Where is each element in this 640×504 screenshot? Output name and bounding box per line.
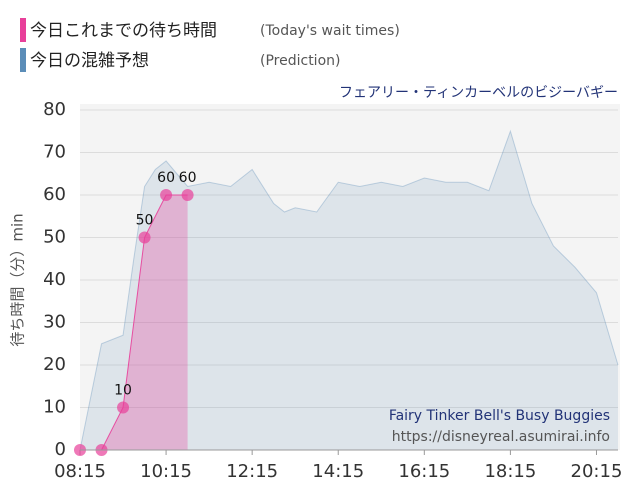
y-tick-label: 20 [43, 354, 66, 375]
legend-swatch [20, 48, 26, 72]
y-tick-label: 50 [43, 227, 66, 248]
y-tick-label: 70 [43, 142, 66, 163]
x-tick-label: 18:15 [484, 461, 536, 482]
watermark: Fairy Tinker Bell's Busy Buggies [389, 408, 610, 424]
legend-note: (Prediction) [260, 53, 340, 69]
y-tick-label: 30 [43, 312, 66, 333]
point [181, 189, 194, 201]
x-tick-label: 10:15 [140, 461, 192, 482]
x-tick-label: 12:15 [226, 461, 278, 482]
area [80, 131, 618, 450]
data-label: 60 [179, 170, 197, 186]
y-tick-label: 60 [43, 184, 66, 205]
data-label: 10 [114, 383, 132, 399]
legend-note: (Today's wait times) [260, 23, 400, 39]
line [79, 129, 619, 451]
data-label: 50 [136, 213, 154, 229]
point [117, 401, 130, 414]
point [160, 189, 173, 201]
y-axis-label: 待ち時間（分）min [9, 213, 27, 346]
x-tick-label: 20:15 [571, 461, 623, 482]
subtitle: フェアリー・ティンカーベルのビジーバギー [339, 85, 618, 101]
x-tick-label: 14:15 [312, 461, 364, 482]
y-tick-label: 40 [43, 269, 66, 290]
legend-swatch [20, 18, 26, 42]
legend-label: 今日これまでの待ち時間 [30, 21, 217, 41]
x-tick-label: 08:15 [54, 461, 106, 482]
legend-label: 今日の混雑予想 [30, 51, 149, 71]
x-tick-label: 16:15 [398, 461, 450, 482]
data-label: 60 [157, 170, 175, 186]
y-tick-label: 80 [43, 99, 66, 120]
y-tick-label: 10 [43, 397, 66, 418]
plot-background [80, 104, 620, 450]
y-tick-label: 0 [55, 439, 66, 460]
watermark: https://disneyreal.asumirai.info [392, 429, 610, 445]
point [138, 231, 151, 244]
